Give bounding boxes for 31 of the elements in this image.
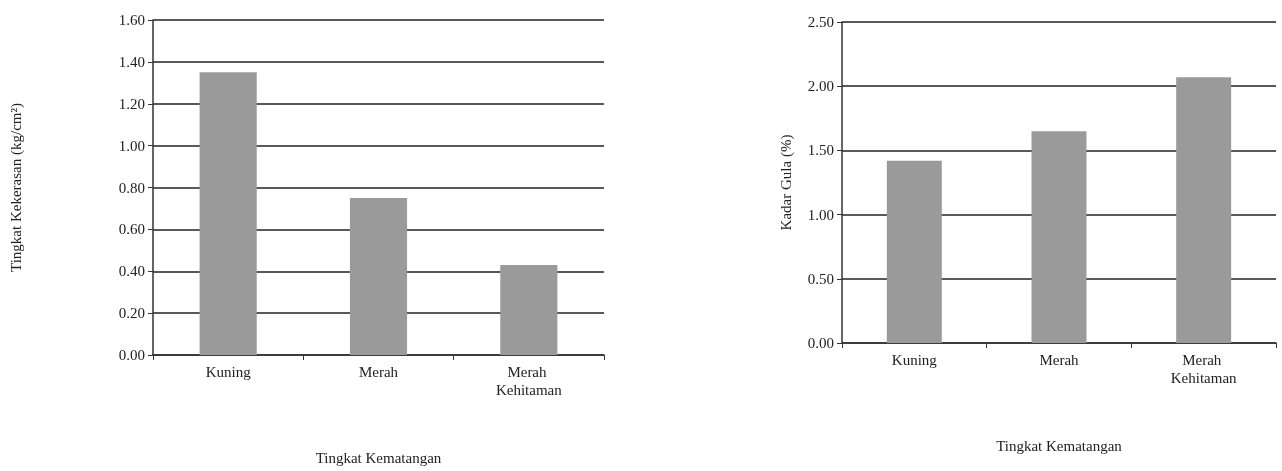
y-tick-label: 2.50 [807, 14, 834, 30]
y-axis-title: Tingkat Kekerasan (kg/cm²) [7, 103, 25, 272]
y-tick-label: 0.60 [118, 221, 145, 238]
x-tick-label: Merah Kehitaman [495, 364, 563, 398]
y-tick-label: 0.50 [807, 270, 834, 287]
bar [1031, 131, 1087, 343]
bar [500, 264, 558, 355]
y-tick-label: 0.00 [118, 347, 145, 363]
x-axis-title: Tingkat Kematangan [996, 437, 1123, 454]
y-tick-label: 0.00 [807, 335, 834, 351]
bar [886, 160, 942, 343]
bar [1176, 77, 1232, 343]
y-axis-title: Kadar Gula (%) [777, 134, 795, 231]
y-tick-label: 1.20 [118, 95, 145, 112]
x-tick-label: Merah [358, 364, 399, 380]
y-tick-label: 1.50 [807, 142, 834, 159]
y-tick-label: 0.80 [118, 179, 145, 196]
y-tick-label: 1.60 [118, 12, 145, 28]
bar [349, 197, 408, 355]
y-tick-label: 1.00 [807, 206, 834, 223]
y-tick-label: 0.40 [118, 263, 145, 280]
x-tick-label: Merah Kehitaman [1170, 352, 1238, 386]
bar [199, 72, 257, 355]
y-tick-label: 2.00 [807, 78, 834, 95]
y-tick-label: 1.00 [118, 137, 145, 154]
y-tick-label: 0.20 [118, 305, 145, 322]
x-axis-title: Tingkat Kematangan [315, 449, 442, 466]
y-tick-label: 1.40 [118, 53, 145, 70]
x-tick-label: Merah [1039, 352, 1080, 368]
x-tick-label: Kuning [205, 364, 252, 380]
x-tick-label: Kuning [891, 352, 938, 368]
